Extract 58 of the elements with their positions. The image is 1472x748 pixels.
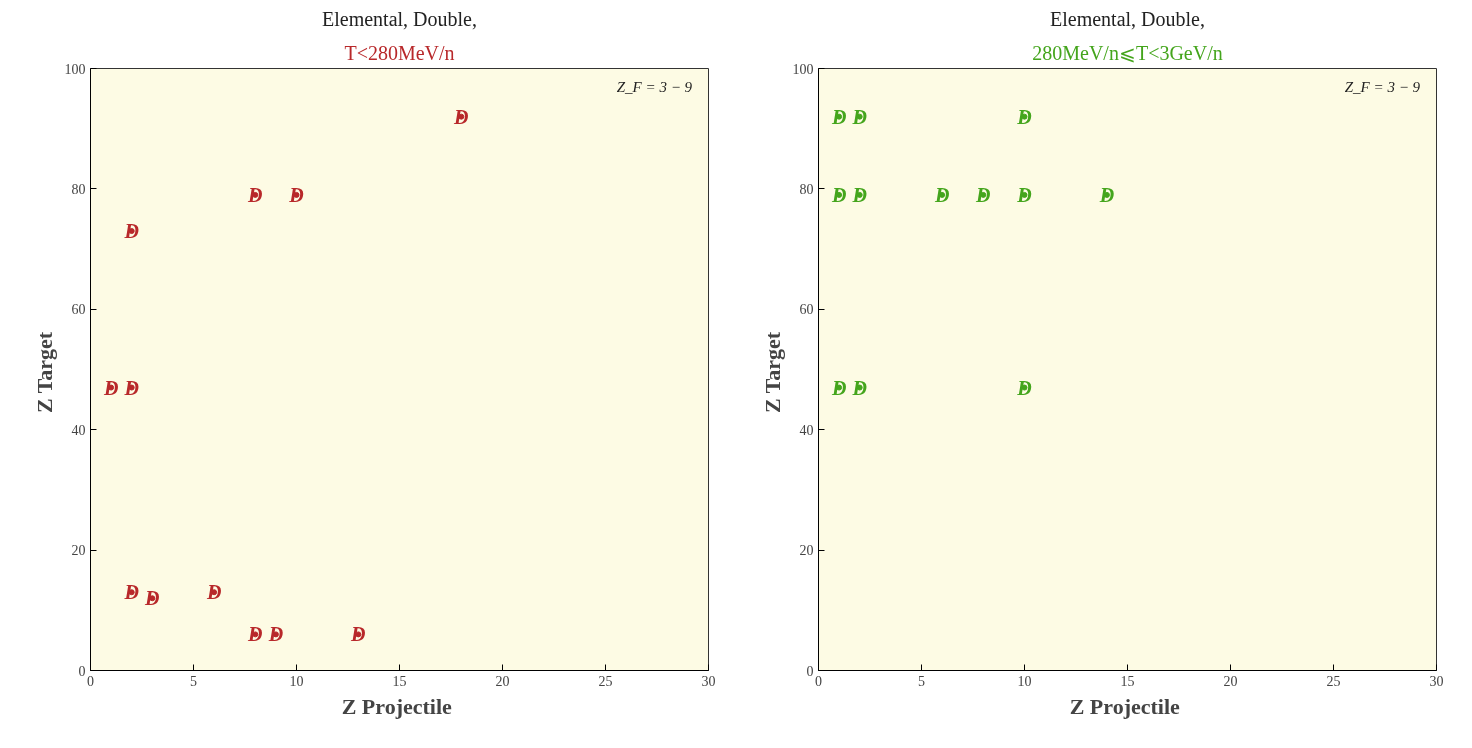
- y-tick-label: 40: [71, 422, 86, 438]
- y-tick-label: 80: [71, 181, 86, 197]
- data-label: D: [830, 183, 847, 206]
- data-label: D: [247, 183, 263, 206]
- data-label: D: [288, 183, 304, 206]
- chart-title: Elemental, Double,: [1050, 7, 1205, 30]
- y-tick-label: 20: [799, 543, 814, 559]
- data-label: D: [830, 105, 847, 128]
- y-axis-title: Z Target: [31, 331, 57, 414]
- data-label: D: [247, 623, 263, 646]
- x-tick-label: 15: [392, 673, 407, 689]
- x-axis-title: Z Projectile: [1069, 693, 1181, 719]
- y-tick-label: 20: [71, 543, 86, 559]
- annotation: Z_F = 3 − 9: [1344, 78, 1421, 95]
- x-tick-label: 5: [190, 673, 197, 689]
- data-label: D: [1016, 183, 1032, 206]
- data-label: D: [205, 581, 222, 604]
- y-axis-title: Z Target: [759, 331, 785, 414]
- data-label: D: [933, 183, 950, 206]
- annotation: Z_F = 3 − 9: [616, 78, 693, 95]
- data-label: D: [851, 376, 867, 399]
- y-tick-label: 0: [78, 663, 86, 679]
- data-label: D: [123, 376, 139, 399]
- data-label: D: [830, 376, 847, 399]
- x-tick-label: 15: [1120, 673, 1135, 689]
- x-axis-title: Z Projectile: [341, 693, 453, 719]
- data-label: D: [144, 587, 160, 610]
- x-tick-label: 10: [289, 673, 304, 689]
- chart-title: Elemental, Double,: [322, 7, 477, 30]
- x-tick-label: 25: [1326, 673, 1341, 689]
- x-tick-label: 30: [701, 673, 716, 689]
- data-label: D: [1016, 376, 1032, 399]
- x-tick-label: 20: [1223, 673, 1238, 689]
- y-tick-label: 0: [806, 663, 814, 679]
- x-tick-label: 5: [918, 673, 925, 689]
- data-label: D: [975, 183, 991, 206]
- data-label: D: [350, 623, 366, 646]
- x-tick-label: 10: [1017, 673, 1032, 689]
- data-label: D: [123, 220, 139, 243]
- y-tick-label: 100: [64, 61, 86, 77]
- x-tick-label: 20: [495, 673, 510, 689]
- y-tick-label: 60: [71, 302, 86, 318]
- y-tick-label: 100: [792, 61, 814, 77]
- data-label: D: [1016, 105, 1032, 128]
- x-tick-label: 25: [598, 673, 613, 689]
- data-label: D: [851, 183, 867, 206]
- data-label: D: [123, 581, 139, 604]
- data-label: D: [102, 376, 119, 399]
- data-label: D: [267, 623, 284, 646]
- chart-subtitle: T<280MeV/n: [344, 41, 455, 64]
- chart-subtitle: 280MeV/n⩽T<3GeV/n: [1032, 41, 1223, 64]
- data-label: D: [1098, 183, 1115, 206]
- y-tick-label: 40: [799, 422, 814, 438]
- data-label: D: [851, 105, 867, 128]
- x-tick-label: 30: [1429, 673, 1444, 689]
- y-tick-label: 80: [799, 181, 814, 197]
- y-tick-label: 60: [799, 302, 814, 318]
- data-label: D: [453, 105, 469, 128]
